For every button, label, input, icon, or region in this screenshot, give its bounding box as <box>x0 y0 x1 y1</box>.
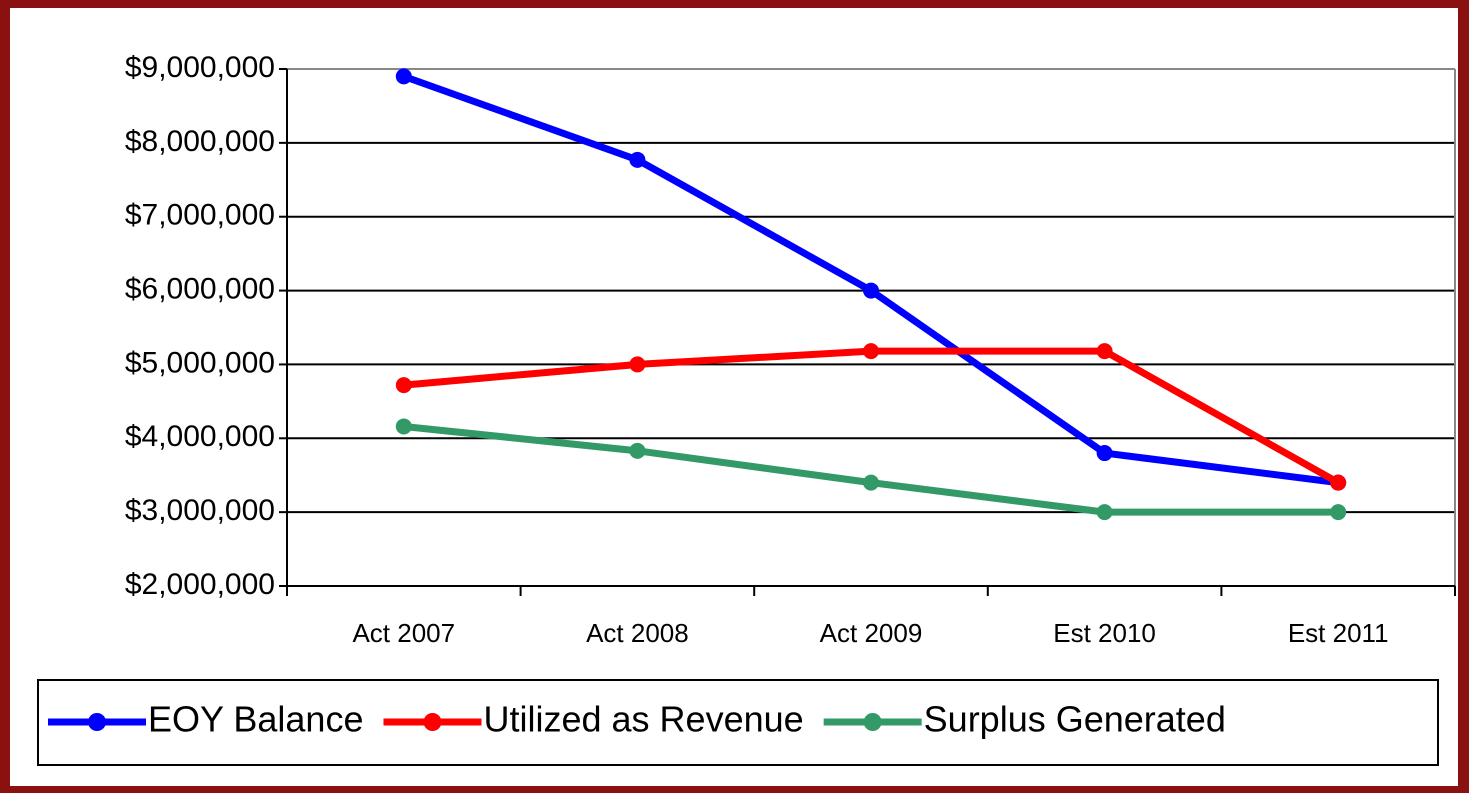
series-marker <box>629 442 646 459</box>
series-marker <box>395 377 412 394</box>
series-marker <box>395 418 412 435</box>
series-marker <box>1096 504 1113 521</box>
series-marker <box>863 282 879 299</box>
series-marker <box>629 151 646 168</box>
series-marker <box>629 356 646 373</box>
y-tick-label: $2,000,000 <box>125 568 275 601</box>
y-tick-label: $9,000,000 <box>125 51 275 84</box>
legend-marker <box>88 713 106 731</box>
legend-label: EOY Balance <box>148 699 363 740</box>
legend-marker <box>423 713 442 731</box>
series-marker <box>1096 445 1113 462</box>
x-tick-label: Act 2009 <box>820 618 923 648</box>
x-tick-label: Act 2007 <box>352 618 455 648</box>
x-tick-label: Est 2010 <box>1053 618 1156 648</box>
legend-box <box>37 679 1439 766</box>
x-tick-label: Est 2011 <box>1288 618 1389 648</box>
chart-area <box>10 8 1458 786</box>
legend-label: Utilized as Revenue <box>483 699 803 740</box>
legend-label: Surplus Generated <box>924 699 1226 740</box>
series-marker <box>863 343 879 360</box>
y-tick-label: $8,000,000 <box>125 125 275 158</box>
y-tick-label: $5,000,000 <box>125 346 275 379</box>
y-tick-label: $4,000,000 <box>125 420 275 453</box>
series-marker <box>1330 474 1347 491</box>
y-tick-label: $3,000,000 <box>125 494 275 527</box>
y-tick-label: $6,000,000 <box>125 272 275 305</box>
series-marker <box>863 474 879 491</box>
series-marker <box>1330 504 1347 521</box>
x-tick-label: Act 2008 <box>586 618 689 648</box>
y-tick-label: $7,000,000 <box>125 199 275 232</box>
series-marker <box>1096 343 1113 360</box>
legend-marker <box>863 713 882 731</box>
series-marker <box>395 68 412 85</box>
